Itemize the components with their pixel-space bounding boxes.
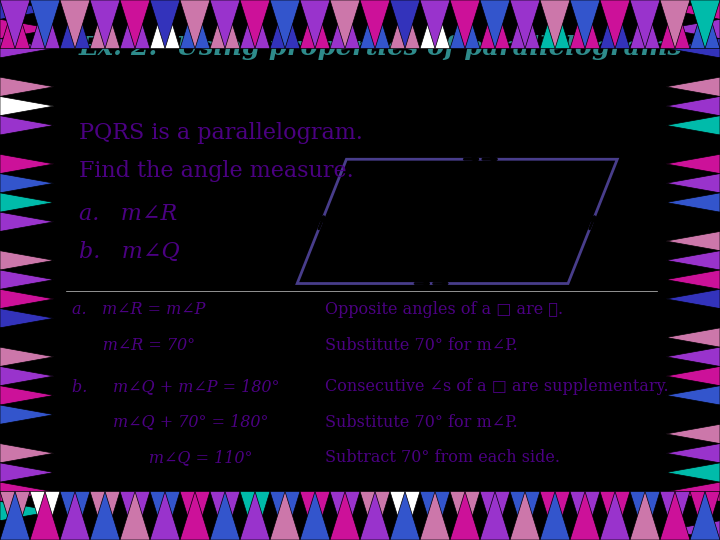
Text: m∠Q = 110°: m∠Q = 110° <box>73 449 253 467</box>
Text: Opposite angles of a □ are ≅.: Opposite angles of a □ are ≅. <box>325 301 563 318</box>
Text: 70°: 70° <box>331 246 358 260</box>
Text: S: S <box>578 298 589 312</box>
Text: Consecutive ∠s of a □ are supplementary.: Consecutive ∠s of a □ are supplementary. <box>325 378 668 395</box>
Text: Find the angle measure.: Find the angle measure. <box>78 160 354 182</box>
Text: a.   m∠R = m∠P: a. m∠R = m∠P <box>73 301 206 318</box>
Text: a.   m∠R: a. m∠R <box>78 203 177 225</box>
Text: PQRS is a parallelogram.: PQRS is a parallelogram. <box>78 122 362 144</box>
Text: Q: Q <box>334 133 346 147</box>
Text: m∠R = 70°: m∠R = 70° <box>73 337 196 354</box>
Text: Substitute 70° for m∠P.: Substitute 70° for m∠P. <box>325 337 518 354</box>
Text: b.     m∠Q + m∠P = 180°: b. m∠Q + m∠P = 180° <box>73 378 280 395</box>
Text: P: P <box>276 298 287 312</box>
Text: Subtract 70° from each side.: Subtract 70° from each side. <box>325 449 560 467</box>
Text: Ex. 2:  Using properties of parallelograms: Ex. 2: Using properties of parallelogram… <box>78 35 683 60</box>
Text: Substitute 70° for m∠P.: Substitute 70° for m∠P. <box>325 414 518 430</box>
Text: R: R <box>627 133 639 147</box>
Text: b.   m∠Q: b. m∠Q <box>78 241 179 264</box>
Text: m∠Q + 70° = 180°: m∠Q + 70° = 180° <box>73 414 269 430</box>
